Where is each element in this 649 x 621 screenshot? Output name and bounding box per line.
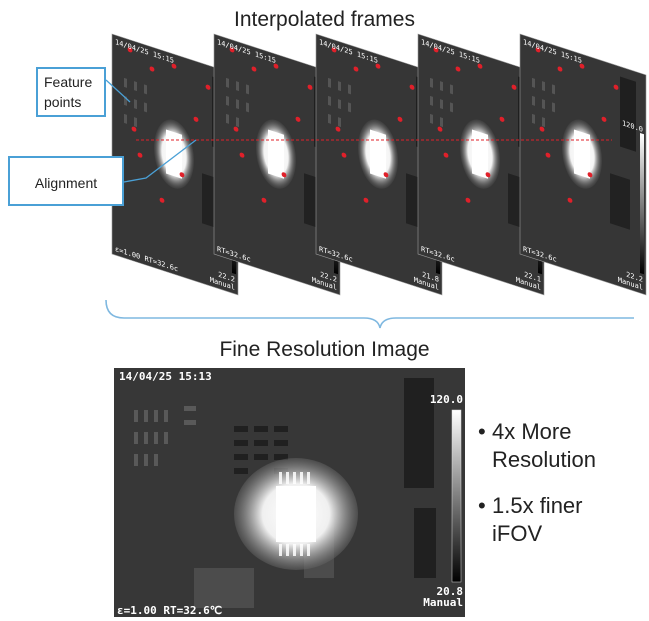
benefit-item: • 4x More Resolution (478, 418, 596, 474)
alignment-label: Alignment (34, 175, 98, 191)
feature-points-label-line1: Feature (44, 74, 93, 90)
benefit-line: iFOV (492, 521, 543, 546)
fine-image-mode: Manual (423, 596, 463, 609)
fine-image-footer: ε=1.00 RT=32.6℃ (117, 604, 222, 617)
benefits-list: • 4x More Resolution • 1.5x finer iFOV (478, 418, 596, 566)
feature-points-leader (105, 79, 131, 103)
fine-resolution-title: Fine Resolution Image (219, 338, 430, 361)
fine-image-scale-max: 120.0 (430, 393, 463, 406)
benefit-line: 4x More (492, 419, 572, 444)
bullet-dot-icon: • (478, 419, 486, 444)
bullet-dot-icon: • (478, 493, 486, 518)
fine-image-timestamp: 14/04/25 15:13 (119, 370, 212, 383)
interpolated-frames-title: Interpolated frames (234, 8, 415, 31)
benefit-item: • 1.5x finer iFOV (478, 492, 596, 548)
alignment-callout: Alignment (8, 156, 124, 206)
fine-resolution-thermal-image: 14/04/25 15:13 120.0 20.8 Manual ε=1.00 … (114, 368, 465, 617)
feature-points-label-line2: points (44, 94, 82, 110)
fine-image-scale-min: 20.8 (437, 585, 464, 598)
alignment-leader (123, 139, 197, 183)
feature-points-callout: Feature points (36, 67, 106, 117)
benefit-line: 1.5x finer (492, 493, 583, 518)
frames-brace (105, 299, 634, 329)
benefit-line: Resolution (492, 447, 596, 472)
